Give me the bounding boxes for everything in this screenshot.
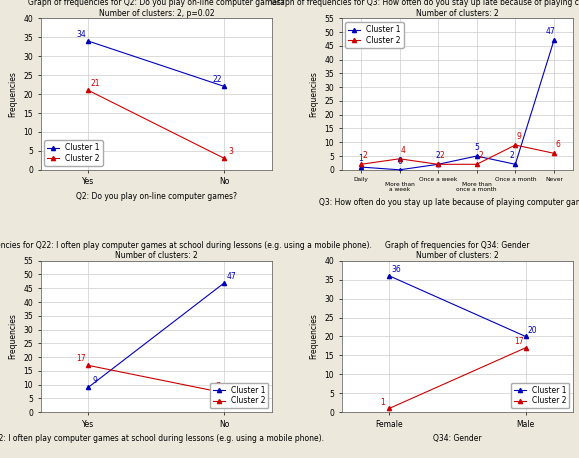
Text: 47: 47 — [226, 272, 236, 281]
Text: 5: 5 — [474, 143, 479, 152]
Legend: Cluster 1, Cluster 2: Cluster 1, Cluster 2 — [45, 140, 102, 166]
Cluster 1 — [85, 385, 91, 390]
Cluster 2 — [386, 406, 393, 411]
Text: 20: 20 — [527, 326, 537, 334]
Cluster 1 — [85, 38, 91, 44]
Y-axis label: Frequencies: Frequencies — [9, 314, 17, 360]
X-axis label: Q34: Gender: Q34: Gender — [433, 434, 482, 443]
Cluster 2 — [85, 363, 91, 368]
Cluster 1 — [221, 84, 228, 89]
Line: Cluster 2: Cluster 2 — [86, 88, 226, 161]
Text: 9: 9 — [93, 376, 97, 385]
Text: 2: 2 — [439, 151, 444, 160]
Text: 1: 1 — [358, 154, 363, 163]
X-axis label: Q3: How often do you stay up late because of playing computer games?: Q3: How often do you stay up late becaus… — [319, 198, 579, 207]
Text: 2: 2 — [362, 151, 367, 160]
Cluster 2 — [357, 162, 364, 167]
Text: 17: 17 — [514, 337, 523, 346]
Text: 2: 2 — [478, 151, 483, 160]
Text: 6: 6 — [555, 140, 560, 149]
Cluster 1 — [396, 167, 403, 173]
Cluster 1 — [551, 38, 558, 43]
Cluster 2 — [221, 390, 228, 396]
Title: Graph of frequencies for Q34: Gender
Number of clusters: 2: Graph of frequencies for Q34: Gender Num… — [385, 240, 530, 260]
Cluster 1 — [386, 273, 393, 278]
Line: Cluster 2: Cluster 2 — [86, 363, 226, 395]
Cluster 1 — [522, 334, 529, 339]
Cluster 1 — [357, 164, 364, 170]
X-axis label: Q2: Do you play on-line computer games?: Q2: Do you play on-line computer games? — [76, 192, 237, 201]
Text: 34: 34 — [76, 30, 86, 39]
Title: Graph of frequencies for Q2: Do you play on-line computer games?
Number of clust: Graph of frequencies for Q2: Do you play… — [28, 0, 285, 17]
Cluster 1 — [221, 280, 228, 285]
Cluster 2 — [435, 162, 442, 167]
Text: 2: 2 — [509, 151, 514, 160]
Cluster 1 — [473, 153, 480, 159]
Y-axis label: Frequencies: Frequencies — [310, 71, 318, 117]
Text: 0: 0 — [397, 157, 402, 166]
Cluster 2 — [396, 156, 403, 162]
Y-axis label: Frequencies: Frequencies — [310, 314, 318, 360]
Text: 3: 3 — [229, 147, 234, 156]
Text: 9: 9 — [516, 132, 522, 141]
Line: Cluster 1: Cluster 1 — [86, 281, 226, 389]
Text: 21: 21 — [90, 79, 100, 88]
Line: Cluster 2: Cluster 2 — [359, 143, 556, 166]
Text: 22: 22 — [213, 75, 222, 84]
Cluster 2 — [473, 162, 480, 167]
Legend: Cluster 1, Cluster 2: Cluster 1, Cluster 2 — [511, 383, 569, 409]
Cluster 2 — [551, 151, 558, 156]
Line: Cluster 1: Cluster 1 — [86, 39, 226, 88]
Legend: Cluster 1, Cluster 2: Cluster 1, Cluster 2 — [346, 22, 404, 48]
Y-axis label: Frequencies: Frequencies — [9, 71, 17, 117]
Text: 17: 17 — [76, 354, 86, 363]
Text: 4: 4 — [401, 146, 406, 155]
Title: Graph of frequencies for Q22: I often play computer games at school during lesso: Graph of frequencies for Q22: I often pl… — [0, 240, 372, 260]
Cluster 1 — [435, 162, 442, 167]
Cluster 2 — [522, 345, 529, 350]
Cluster 1 — [512, 162, 519, 167]
Cluster 2 — [221, 156, 228, 161]
Text: 2: 2 — [436, 151, 441, 160]
Text: 1: 1 — [380, 398, 385, 407]
Legend: Cluster 1, Cluster 2: Cluster 1, Cluster 2 — [210, 383, 268, 409]
Line: Cluster 2: Cluster 2 — [387, 346, 527, 410]
Cluster 2 — [512, 142, 519, 148]
Line: Cluster 1: Cluster 1 — [359, 38, 556, 172]
Text: 36: 36 — [391, 265, 401, 274]
Text: 47: 47 — [545, 27, 555, 36]
Title: Graph of frequencies for Q3: How often do you stay up late because of playing co: Graph of frequencies for Q3: How often d… — [271, 0, 579, 17]
Cluster 2 — [85, 87, 91, 93]
Line: Cluster 1: Cluster 1 — [387, 274, 527, 338]
Text: 7: 7 — [215, 382, 220, 391]
X-axis label: Q22: I often play computer games at school during lessons (e.g. using a mobile p: Q22: I often play computer games at scho… — [0, 434, 324, 443]
